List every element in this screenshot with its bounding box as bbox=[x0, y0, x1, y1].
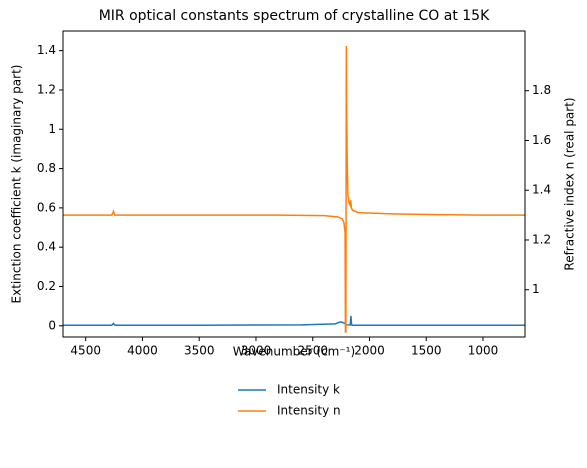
x-tick-label: 3000 bbox=[241, 344, 272, 358]
y-tick-label: 0.4 bbox=[37, 240, 56, 254]
y2-tick-label: 1 bbox=[532, 282, 540, 296]
data-line bbox=[63, 45, 525, 333]
y2-tick-label: 1.4 bbox=[532, 183, 551, 197]
x-tick-label: 1000 bbox=[468, 344, 499, 358]
y2-tick-label: 1.2 bbox=[532, 232, 551, 246]
x-tick-label: 2000 bbox=[354, 344, 385, 358]
y-axis-label: Extinction coefficient k (imaginary part… bbox=[10, 65, 24, 304]
y-tick-label: 1.2 bbox=[37, 82, 56, 96]
y2-axis-label: Refractive index n (real part) bbox=[563, 97, 577, 270]
y-tick-label: 1.4 bbox=[37, 43, 56, 57]
y-tick-label: 0.2 bbox=[37, 279, 56, 293]
x-tick-label: 3500 bbox=[184, 344, 215, 358]
y-tick-label: 0 bbox=[48, 318, 56, 332]
x-tick-label: 1500 bbox=[411, 344, 442, 358]
y2-tick-label: 1.6 bbox=[532, 133, 551, 147]
y-tick-label: 0.6 bbox=[37, 200, 56, 214]
x-axis-label: Wavenumber (cm⁻¹) bbox=[233, 345, 355, 359]
data-line bbox=[63, 315, 525, 326]
legend-label: Intensity n bbox=[277, 404, 341, 418]
x-tick-label: 4500 bbox=[70, 344, 101, 358]
plot-frame bbox=[62, 30, 526, 338]
y2-tick-label: 1.8 bbox=[532, 83, 551, 97]
y-tick-label: 0.8 bbox=[37, 161, 56, 175]
legend-label: Intensity k bbox=[277, 383, 340, 397]
x-tick-label: 4000 bbox=[127, 344, 158, 358]
y-tick-label: 1 bbox=[48, 122, 56, 136]
chart-title: MIR optical constants spectrum of crysta… bbox=[99, 8, 490, 24]
x-tick-label: 2500 bbox=[297, 344, 328, 358]
